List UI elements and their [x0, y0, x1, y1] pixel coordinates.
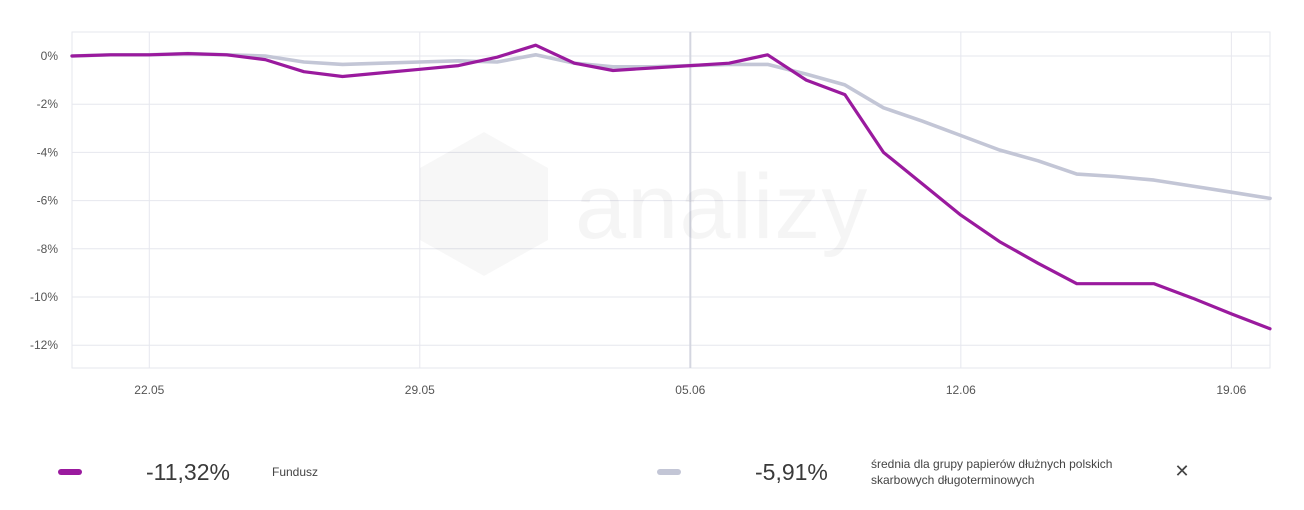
x-tick-label: 05.06 — [675, 383, 705, 397]
y-tick-label: -4% — [37, 145, 59, 159]
legend-fund-value: -11,32% — [146, 458, 230, 485]
legend-group: -5,91% średnia dla grupy papierów dłużny… — [657, 452, 1156, 492]
watermark-logo-icon — [420, 132, 548, 276]
legend-group-label: średnia dla grupy papierów dłużnych pols… — [871, 457, 1113, 487]
legend-fund-swatch — [58, 469, 82, 475]
y-tick-label: -10% — [30, 290, 58, 304]
x-axis: 22.05 29.05 05.06 12.06 19.06 — [134, 383, 1246, 397]
x-tick-label: 19.06 — [1216, 383, 1246, 397]
legend-group-swatch — [657, 469, 681, 475]
x-tick-label: 29.05 — [405, 383, 435, 397]
y-tick-label: -6% — [37, 194, 59, 208]
legend-fund-label: Fundusz — [272, 465, 319, 479]
y-axis: 0% -2% -4% -6% -8% -10% -12% — [30, 49, 58, 352]
line-chart: analizy 0% -2% -4% -6% -8% -10% -12% 22.05 29.0… — [30, 31, 1272, 397]
x-tick-label: 12.06 — [946, 383, 976, 397]
y-tick-label: 0% — [41, 49, 59, 63]
series-line-fundusz — [70, 43, 1272, 331]
close-icon[interactable]: ✕ — [1174, 461, 1190, 481]
y-tick-label: -2% — [37, 97, 59, 111]
series-group — [70, 43, 1272, 331]
legend-fund: -11,32% Fundusz — [58, 452, 318, 492]
x-tick-label: 22.05 — [134, 383, 164, 397]
watermark-text: analizy — [575, 156, 868, 258]
y-tick-label: -8% — [37, 242, 59, 256]
grid — [71, 31, 1271, 369]
legend-group-value: -5,91% — [755, 458, 828, 485]
y-tick-label: -12% — [30, 338, 58, 352]
watermark: analizy — [420, 132, 868, 276]
